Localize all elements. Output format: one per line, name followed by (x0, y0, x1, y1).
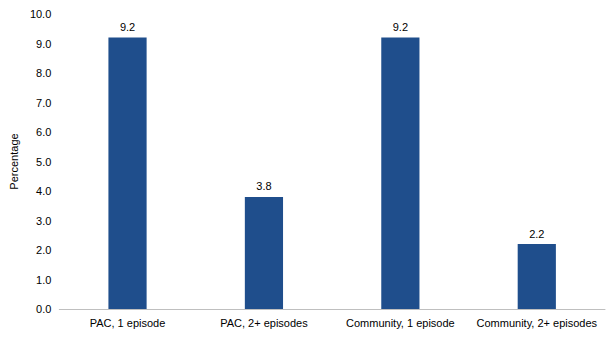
svg-text:Community, 1 episode: Community, 1 episode (346, 317, 455, 329)
svg-text:9.2: 9.2 (120, 21, 135, 33)
svg-text:5.0: 5.0 (36, 156, 51, 168)
svg-text:3.8: 3.8 (256, 180, 271, 192)
svg-text:4.0: 4.0 (36, 185, 51, 197)
svg-text:9.0: 9.0 (36, 38, 51, 50)
svg-text:0.0: 0.0 (36, 303, 51, 315)
svg-text:6.0: 6.0 (36, 126, 51, 138)
svg-text:8.0: 8.0 (36, 67, 51, 79)
svg-text:9.2: 9.2 (393, 21, 408, 33)
svg-text:Community, 2+ episodes: Community, 2+ episodes (477, 317, 598, 329)
svg-text:PAC, 1 episode: PAC, 1 episode (90, 317, 166, 329)
svg-text:2.0: 2.0 (36, 244, 51, 256)
svg-text:Percentage: Percentage (8, 133, 20, 189)
svg-text:7.0: 7.0 (36, 97, 51, 109)
svg-text:1.0: 1.0 (36, 274, 51, 286)
svg-text:2.2: 2.2 (529, 228, 544, 240)
svg-text:3.0: 3.0 (36, 215, 51, 227)
svg-text:PAC, 2+ episodes: PAC, 2+ episodes (220, 317, 308, 329)
svg-text:10.0: 10.0 (30, 8, 51, 20)
